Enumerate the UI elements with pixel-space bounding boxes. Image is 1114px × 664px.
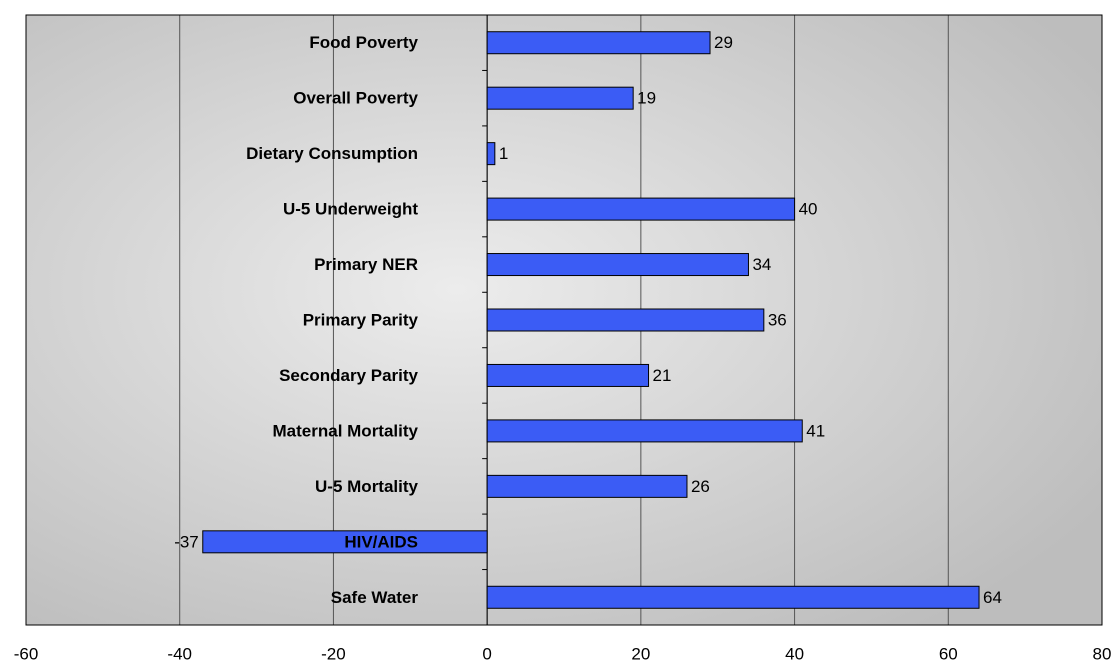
x-tick-label: 40: [785, 644, 804, 663]
value-label: 29: [714, 33, 733, 52]
bar: [486, 363, 650, 387]
value-label: 40: [799, 200, 818, 219]
category-label: Dietary Consumption: [246, 144, 418, 163]
bar: [202, 530, 488, 554]
value-label: 34: [752, 255, 771, 274]
plot-border: [25, 14, 1103, 626]
x-tick-label: 20: [631, 644, 650, 663]
bar: [486, 308, 765, 332]
value-label: 19: [637, 89, 656, 108]
bar: [486, 474, 688, 498]
category-label: U-5 Underweight: [283, 200, 418, 219]
category-label: Safe Water: [331, 588, 419, 607]
category-label: Primary NER: [314, 255, 418, 274]
category-label: U-5 Mortality: [315, 477, 419, 496]
value-label: 36: [768, 310, 787, 329]
x-tick-label: 80: [1093, 644, 1112, 663]
x-tick-label: -20: [321, 644, 346, 663]
category-label: HIV/AIDS: [344, 532, 418, 551]
category-label: Overall Poverty: [293, 89, 418, 108]
bar: [486, 142, 496, 166]
bar: [486, 31, 711, 55]
x-tick-label: -40: [167, 644, 192, 663]
category-label: Maternal Mortality: [273, 421, 419, 440]
value-label: 21: [653, 366, 672, 385]
x-tick-label: 0: [482, 644, 491, 663]
bar: [486, 419, 803, 443]
x-tick-label: 60: [939, 644, 958, 663]
category-label: Food Poverty: [309, 33, 418, 52]
value-label: -37: [174, 532, 199, 551]
value-label: 41: [806, 421, 825, 440]
x-tick-label: -60: [14, 644, 39, 663]
value-label: 64: [983, 588, 1002, 607]
bar: [486, 86, 634, 110]
bar: [486, 197, 796, 221]
category-label: Primary Parity: [303, 310, 419, 329]
category-label: Secondary Parity: [279, 366, 418, 385]
bar: [486, 253, 749, 277]
value-label: 1: [499, 144, 508, 163]
value-label: 26: [691, 477, 710, 496]
bar: [486, 585, 980, 609]
